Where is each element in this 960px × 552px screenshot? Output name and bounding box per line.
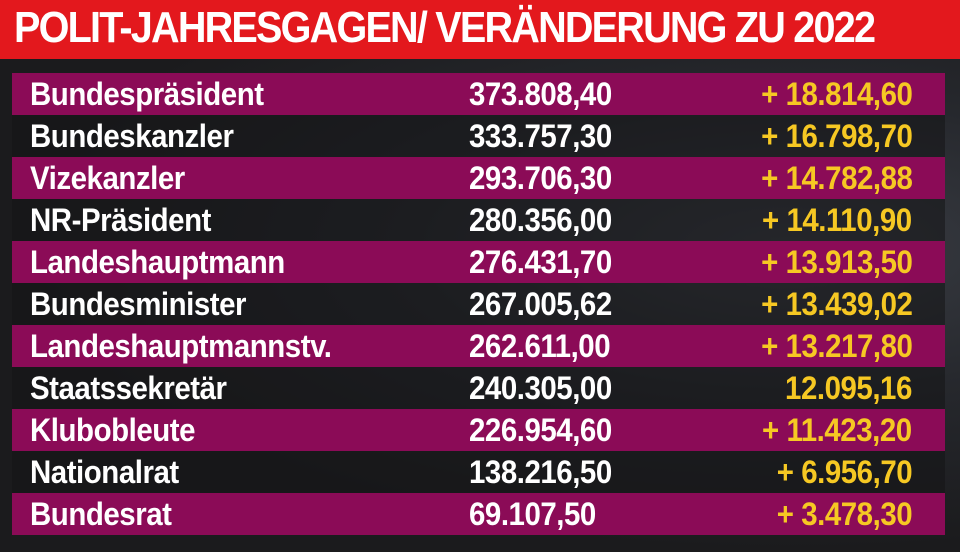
table-row: Staatssekretär 240.305,00 12.095,16 [0, 367, 960, 409]
row-value: 240.305,00 [469, 370, 612, 406]
row-band [12, 199, 945, 241]
table-row: Landeshauptmannstv. 262.611,00 + 13.217,80 [0, 325, 960, 367]
row-band [12, 157, 945, 199]
row-band [12, 73, 945, 115]
row-band [12, 241, 945, 283]
row-band [12, 325, 945, 367]
row-value: 262.611,00 [469, 328, 611, 364]
row-band [12, 367, 945, 409]
row-value: 69.107,50 [469, 496, 596, 532]
row-change: + 14.782,88 [760, 160, 913, 196]
row-label: Bundeskanzler [30, 118, 234, 154]
row-change: 12.095,16 [785, 370, 912, 406]
row-band [12, 409, 945, 451]
row-change: + 13.439,02 [760, 286, 913, 322]
table-row: Klubobleute 226.954,60 + 11.423,20 [0, 409, 960, 451]
row-value: 226.954,60 [469, 412, 612, 448]
row-value: 267.005,62 [469, 286, 612, 322]
row-value: 293.706,30 [469, 160, 612, 196]
row-label: Landeshauptmannstv. [30, 328, 332, 364]
row-label: NR-Präsident [30, 202, 211, 238]
row-band [12, 493, 945, 535]
title-bar: POLIT-JAHRESGAGEN/ VERÄNDERUNG ZU 2022 [0, 0, 960, 59]
row-label: Klubobleute [30, 412, 196, 448]
row-change: + 13.217,80 [760, 328, 913, 364]
table-row: NR-Präsident 280.356,00 + 14.110,90 [0, 199, 960, 241]
row-label: Nationalrat [30, 454, 179, 490]
salary-table: Bundespräsident 373.808,40 + 18.814,60 Bund… [0, 73, 960, 535]
row-change: + 13.913,50 [760, 244, 913, 280]
row-value: 276.431,70 [469, 244, 612, 280]
row-change: + 11.423,20 [762, 412, 912, 448]
row-value: 333.757,30 [469, 118, 612, 154]
row-band [12, 283, 945, 325]
table-row: Vizekanzler 293.706,30 + 14.782,88 [0, 157, 960, 199]
chart-title: POLIT-JAHRESGAGEN/ VERÄNDERUNG ZU 2022 [14, 3, 876, 52]
row-change: + 3.478,30 [776, 496, 913, 532]
row-change: + 6.956,70 [776, 454, 913, 490]
row-value: 280.356,00 [469, 202, 612, 238]
row-change: + 18.814,60 [760, 76, 913, 112]
table-row: Bundesrat 69.107,50 + 3.478,30 [0, 493, 960, 535]
row-label: Bundesrat [30, 496, 172, 532]
table-row: Bundespräsident 373.808,40 + 18.814,60 [0, 73, 960, 115]
row-change: + 16.798,70 [760, 118, 913, 154]
row-band [12, 451, 945, 493]
row-value: 138.216,50 [469, 454, 612, 490]
row-label: Bundespräsident [30, 76, 264, 112]
row-label: Bundesminister [30, 286, 247, 322]
row-label: Staatssekretär [30, 370, 227, 406]
row-label: Vizekanzler [30, 160, 185, 196]
row-band [12, 115, 945, 157]
table-row: Bundesminister 267.005,62 + 13.439,02 [0, 283, 960, 325]
table-row: Bundeskanzler 333.757,30 + 16.798,70 [0, 115, 960, 157]
table-row: Nationalrat 138.216,50 + 6.956,70 [0, 451, 960, 493]
row-value: 373.808,40 [469, 76, 612, 112]
row-change: + 14.110,90 [762, 202, 912, 238]
table-row: Landeshauptmann 276.431,70 + 13.913,50 [0, 241, 960, 283]
row-label: Landeshauptmann [30, 244, 285, 280]
